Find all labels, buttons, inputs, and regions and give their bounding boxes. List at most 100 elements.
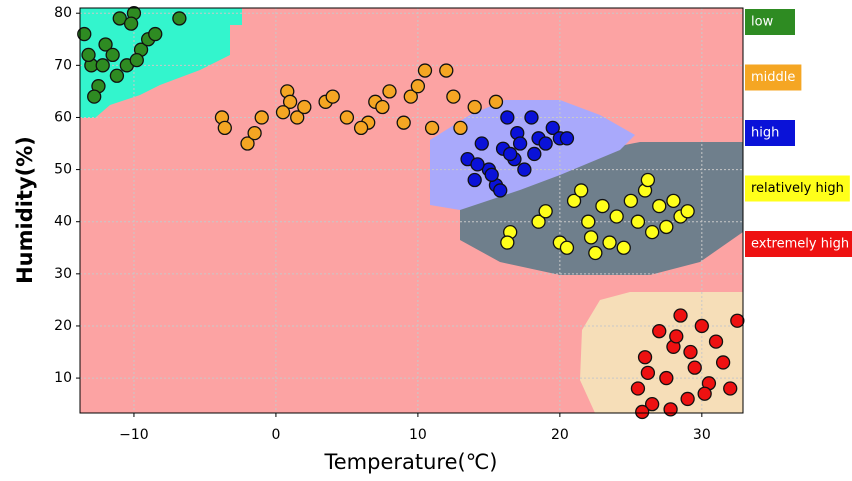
point <box>339 110 355 125</box>
point <box>500 235 515 250</box>
legend-label: middle <box>751 70 795 85</box>
points <box>77 6 745 420</box>
point <box>129 52 144 68</box>
point <box>623 193 638 209</box>
point <box>148 26 163 42</box>
legend-swatch <box>745 120 795 146</box>
point <box>290 110 305 125</box>
point <box>240 136 255 151</box>
x-axis-label: Temperature(℃) <box>324 450 498 474</box>
point <box>282 94 298 109</box>
region-extremely-high <box>580 292 743 413</box>
point <box>687 360 702 375</box>
point <box>403 89 418 104</box>
point <box>247 125 262 141</box>
point <box>708 334 724 349</box>
plot-frame <box>79 7 744 414</box>
y-tick-label: 10 <box>54 370 72 386</box>
point <box>715 355 731 370</box>
point <box>275 105 291 120</box>
point <box>574 183 589 198</box>
point <box>500 110 515 125</box>
y-tick-label: 30 <box>54 266 72 282</box>
legend-label: extremely high <box>751 237 849 252</box>
legend: low middle high relatively high extremely hi… <box>745 9 852 257</box>
point <box>640 172 656 188</box>
point <box>652 324 667 339</box>
point <box>512 136 528 151</box>
point <box>353 120 369 136</box>
point <box>683 344 698 360</box>
point <box>467 172 482 188</box>
point <box>663 402 678 417</box>
point <box>95 58 110 73</box>
x-tick-label: −10 <box>119 427 149 443</box>
legend-label: relatively high <box>751 181 844 196</box>
point <box>673 308 688 323</box>
point <box>493 183 508 198</box>
point <box>697 386 712 401</box>
point <box>559 131 575 146</box>
point <box>524 110 539 125</box>
y-tick-label: 70 <box>54 57 72 73</box>
point <box>446 89 461 104</box>
point <box>616 240 631 255</box>
point <box>453 120 468 136</box>
x-tick-label: 30 <box>693 427 711 443</box>
point <box>484 167 499 182</box>
point <box>595 198 610 214</box>
region-low <box>80 8 242 118</box>
point <box>474 136 489 151</box>
point <box>723 381 738 396</box>
y-tick-label: 60 <box>54 109 72 125</box>
point <box>581 214 596 229</box>
y-tick-label: 20 <box>54 318 72 334</box>
point <box>503 146 518 162</box>
point <box>382 84 397 99</box>
point <box>538 204 553 219</box>
point <box>630 214 646 229</box>
x-tick-label: 10 <box>409 427 427 443</box>
point <box>637 350 653 365</box>
point <box>559 240 575 255</box>
point <box>669 329 684 344</box>
point <box>325 89 340 104</box>
legend-swatch <box>745 231 852 257</box>
point <box>588 245 603 261</box>
point <box>545 120 560 136</box>
point <box>730 313 745 328</box>
point <box>87 89 102 104</box>
legend-label: high <box>751 126 779 141</box>
point <box>566 193 582 209</box>
legend-label: low <box>751 15 774 30</box>
point <box>396 115 411 130</box>
point <box>531 214 546 229</box>
point <box>640 365 656 381</box>
x-tick-label: 0 <box>271 427 280 443</box>
point <box>109 68 125 83</box>
point <box>644 224 660 240</box>
point <box>538 136 553 151</box>
point <box>609 209 624 224</box>
y-tick-label: 40 <box>54 214 72 230</box>
point <box>217 120 232 136</box>
point <box>172 11 187 26</box>
point <box>105 47 120 63</box>
point <box>583 230 599 245</box>
point <box>410 79 426 94</box>
point <box>424 120 440 136</box>
point <box>680 391 695 407</box>
point <box>527 146 542 162</box>
point <box>517 162 532 177</box>
legend-swatch <box>745 64 802 91</box>
point <box>635 404 650 420</box>
point <box>439 63 454 78</box>
point <box>254 110 269 125</box>
point <box>467 99 482 115</box>
y-tick-label: 80 <box>54 5 72 21</box>
point <box>488 94 504 109</box>
point <box>297 99 312 115</box>
point <box>470 157 485 172</box>
y-axis-label: Humidity(%) <box>13 136 37 284</box>
